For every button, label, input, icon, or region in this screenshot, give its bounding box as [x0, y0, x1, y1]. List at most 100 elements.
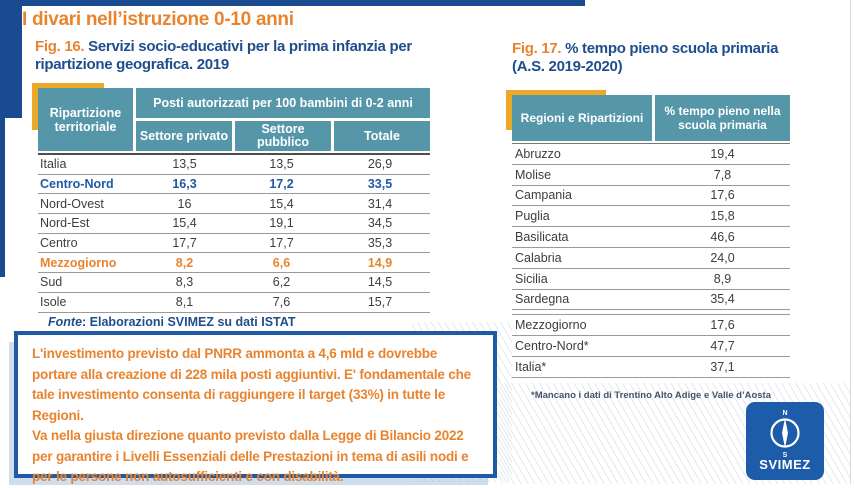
cell-privato: 8,3 [175, 275, 194, 290]
cell-totale: 26,9 [367, 157, 393, 172]
note-paragraph-1: L'investimento previsto dal PNRR ammonta… [32, 346, 471, 423]
cell-privato: 16,3 [172, 177, 197, 192]
fig16-caption: Fig. 16. Servizi socio-educativi per la … [35, 38, 435, 74]
cell-pubblico: 13,5 [269, 157, 294, 172]
svimez-logo: N S SVIMEZ [746, 402, 824, 480]
row-label: Italia [40, 157, 67, 172]
fig17-table: Regioni e Ripartizioni % tempo pieno nel… [506, 90, 790, 378]
fig16-col-totale: Totale [334, 121, 430, 151]
table-row: Abruzzo 19,4 [512, 144, 790, 165]
note-box: L'investimento previsto dal PNRR ammonta… [14, 331, 497, 484]
table-row: Basilicata 46,6 [512, 227, 790, 248]
fig16-table-header: Ripartizione territoriale Posti autorizz… [32, 83, 430, 151]
row-label: Puglia [515, 209, 550, 224]
cell-totale: 33,5 [367, 177, 393, 192]
fig17-caption-label: Fig. 17. [512, 40, 562, 57]
row-label: Nord-Ovest [40, 196, 104, 211]
fig17-row-header: Regioni e Ripartizioni [512, 95, 652, 141]
table-row: Mezzogiorno 8,2 6,6 14,9 [38, 253, 430, 274]
cell-pubblico: 6,2 [272, 275, 291, 290]
fig16-caption-text: Servizi socio-educativi per la prima inf… [35, 38, 412, 73]
table-row: Campania 17,6 [512, 186, 790, 207]
cell-totale: 35,3 [367, 236, 393, 251]
cell-value: 8,9 [713, 271, 732, 286]
cell-value: 35,4 [710, 292, 735, 307]
table-row: Molise 7,8 [512, 165, 790, 186]
row-label: Basilicata [515, 230, 569, 245]
fig16-column-group-header: Posti autorizzati per 100 bambini di 0-2… [136, 88, 430, 118]
fig16-col-privato: Settore privato [136, 121, 232, 151]
row-label: Isole [40, 295, 67, 310]
cell-totale: 14,5 [367, 275, 393, 290]
row-label: Sardegna [515, 292, 570, 307]
cell-value: 24,0 [710, 250, 735, 265]
top-accent-bar [0, 0, 585, 6]
cell-privato: 13,5 [172, 157, 197, 172]
fig16-table: Ripartizione territoriale Posti autorizz… [32, 83, 430, 313]
fonte-text: : Elaborazioni SVIMEZ su dati ISTAT [82, 315, 296, 329]
cell-pubblico: 19,1 [269, 216, 294, 231]
table-row: Sardegna 35,4 [512, 290, 790, 311]
fig17-value-header: % tempo pieno nella scuola primaria [655, 95, 790, 141]
cell-totale: 31,4 [367, 196, 393, 211]
cell-value: 15,8 [710, 209, 735, 224]
cell-pubblico: 17,2 [269, 177, 294, 192]
row-label: Centro-Nord* [515, 339, 589, 354]
row-label: Abruzzo [515, 146, 561, 161]
left-accent-bar [0, 0, 22, 118]
row-label: Sicilia [515, 271, 548, 286]
slide-right-edge [850, 0, 851, 484]
cell-privato: 8,1 [175, 295, 194, 310]
fig17-caption-text: % tempo pieno scuola primaria (A.S. 2019… [512, 40, 779, 75]
fig16-col-pubblico: Settore pubblico [235, 121, 331, 151]
table-row: Italia 13,5 13,5 26,9 [38, 155, 430, 175]
table-row: Sicilia 8,9 [512, 269, 790, 290]
table-row: Sud 8,3 6,2 14,5 [38, 273, 430, 293]
row-label: Sud [40, 275, 63, 290]
row-label: Italia* [515, 359, 547, 374]
row-label: Centro [40, 236, 78, 251]
row-label: Campania [515, 188, 572, 203]
fig16-source-note: Fonte: Elaborazioni SVIMEZ su dati ISTAT [48, 315, 295, 329]
logo-wordmark: SVIMEZ [759, 457, 811, 472]
left-accent-thin-bar [0, 118, 5, 277]
row-label: Centro-Nord [40, 177, 114, 192]
fig17-caption: Fig. 17. % tempo pieno scuola primaria (… [512, 40, 802, 76]
fig16-table-body: Italia 13,5 13,5 26,9 Centro-Nord 16,3 1… [38, 153, 430, 313]
cell-privato: 15,4 [172, 216, 197, 231]
cell-value: 46,6 [710, 230, 735, 245]
table-row: Mezzogiorno 17,6 [512, 315, 790, 337]
compass-icon: N S [770, 410, 800, 459]
fonte-label: Fonte [48, 315, 83, 329]
table-row: Nord-Est 15,4 19,1 34,5 [38, 214, 430, 234]
fig17-table-header: Regioni e Ripartizioni % tempo pieno nel… [506, 90, 790, 141]
compass-south-label: S [783, 452, 788, 459]
cell-value: 37,1 [710, 359, 735, 374]
fig16-caption-label: Fig. 16. [35, 38, 85, 55]
cell-pubblico: 6,6 [272, 255, 291, 270]
cell-value: 17,6 [710, 318, 735, 333]
cell-pubblico: 7,6 [272, 295, 291, 310]
table-row: Centro-Nord 16,3 17,2 33,5 [38, 175, 430, 195]
cell-privato: 8,2 [175, 255, 194, 270]
cell-totale: 34,5 [367, 216, 393, 231]
table-row: Puglia 15,8 [512, 206, 790, 228]
cell-value: 19,4 [710, 146, 735, 161]
table-section-divider [512, 310, 790, 316]
row-label: Nord-Est [40, 216, 90, 231]
compass-north-label: N [782, 410, 787, 417]
cell-value: 47,7 [710, 339, 735, 354]
cell-value: 7,8 [713, 167, 732, 182]
table-row: Centro 17,7 17,7 35,3 [38, 234, 430, 254]
table-row: Nord-Ovest 16 15,4 31,4 [38, 194, 430, 215]
cell-pubblico: 17,7 [269, 236, 294, 251]
row-label: Mezzogiorno [40, 255, 117, 270]
table-row: Centro-Nord* 47,7 [512, 336, 790, 357]
row-label: Calabria [515, 250, 562, 265]
table-row: Italia* 37,1 [512, 357, 790, 378]
cell-privato: 17,7 [172, 236, 197, 251]
cell-totale: 15,7 [367, 295, 393, 310]
fig17-table-body: Abruzzo 19,4 Molise 7,8 Campania 17,6 Pu… [512, 143, 790, 378]
cell-value: 17,6 [710, 188, 735, 203]
fig17-footnote: *Mancano i dati di Trentino Alto Adige e… [531, 390, 771, 401]
